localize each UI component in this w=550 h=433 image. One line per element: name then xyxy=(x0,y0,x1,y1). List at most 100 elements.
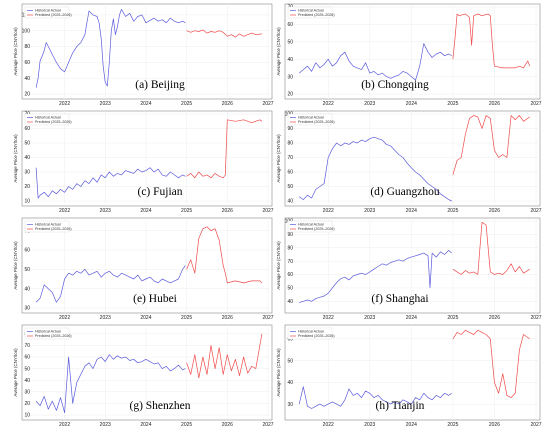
y-tick-label: 40 xyxy=(24,76,30,82)
y-tick-label: 50 xyxy=(24,267,30,273)
chart-panel: 405060708090100202220232024202520262027A… xyxy=(276,217,542,321)
x-tick-label: 2024 xyxy=(140,422,151,428)
x-tick-label: 2022 xyxy=(323,315,334,321)
x-tick-label: 2025 xyxy=(447,101,458,107)
historical-series-line xyxy=(298,136,452,202)
panel-title: (c) Fujian xyxy=(137,186,182,198)
historical-series-line xyxy=(35,167,186,199)
y-tick-label: 60 xyxy=(287,22,293,28)
x-tick-label: 2026 xyxy=(489,422,500,428)
y-tick-label: 60 xyxy=(287,170,293,176)
plot-frame xyxy=(284,217,541,314)
legend-label-predicted: Predicted (2025–2026) xyxy=(298,227,335,231)
x-tick-label: 2027 xyxy=(262,208,273,214)
chart-panel: 30 40 50 60 2022 2023 2024 2025 2026 2027 Average … xyxy=(276,324,542,428)
plot-frame xyxy=(21,217,273,314)
y-tick-label: 10 xyxy=(24,199,30,205)
chart-panel: 20406080100120202220232024202520262027Av… xyxy=(13,3,274,107)
x-tick-label: 2025 xyxy=(447,422,458,428)
y-tick-label: 40 xyxy=(287,57,293,63)
y-axis-label: Average Price (CNY/ton) xyxy=(13,348,18,397)
y-tick-label: 50 xyxy=(287,358,293,364)
x-tick-label: 2022 xyxy=(59,208,70,214)
x-tick-label: 2023 xyxy=(364,208,375,214)
predicted-series-line xyxy=(452,329,531,398)
x-tick-label: 2027 xyxy=(530,208,541,214)
legend-label-predicted: Predicted (2025–2026) xyxy=(35,13,72,17)
legend-label-predicted: Predicted (2025–2026) xyxy=(298,120,335,124)
legend-label-historical: Historical Actual xyxy=(35,9,61,13)
chart-panel: 203040506070202220232024202520262027Aver… xyxy=(276,3,542,107)
y-tick-label: 30 xyxy=(24,170,30,176)
predicted-series-line xyxy=(452,115,531,175)
x-tick-label: 2022 xyxy=(59,101,70,107)
y-axis-label: Average Price (CNY/ton) xyxy=(13,134,18,183)
y-tick-label: 20 xyxy=(24,184,30,190)
panel-title: (h) Tianjin xyxy=(376,400,425,412)
historical-series-line xyxy=(299,250,452,303)
y-tick-label: 100 xyxy=(22,28,31,34)
x-tick-label: 2027 xyxy=(530,315,541,321)
legend-label-predicted: Predicted (2025–2026) xyxy=(35,227,72,231)
plot-frame xyxy=(284,110,541,207)
x-tick-label: 2023 xyxy=(100,315,111,321)
x-tick-label: 2023 xyxy=(364,315,375,321)
y-tick-label: 30 xyxy=(287,74,293,80)
x-tick-label: 2024 xyxy=(406,422,417,428)
x-tick-label: 2022 xyxy=(323,101,334,107)
x-tick-label: 2025 xyxy=(181,315,192,321)
legend-label-predicted: Predicted (2025–2026) xyxy=(298,13,335,17)
historical-series-line xyxy=(35,265,186,303)
chart-panel: 10203040506070202220232024202520262027Av… xyxy=(13,110,274,214)
legend-box xyxy=(287,6,333,19)
panel-title: (d) Guangzhou xyxy=(370,186,440,198)
x-tick-label: 2026 xyxy=(222,315,233,321)
y-axis-label: Average Price (CNY/ton) xyxy=(13,241,18,290)
plot-frame xyxy=(21,3,273,100)
y-tick-label: 70 xyxy=(287,259,293,265)
x-tick-label: 2025 xyxy=(181,208,192,214)
y-axis-label: Average Price (CNY/ton) xyxy=(276,134,281,183)
legend-box xyxy=(24,220,70,233)
historical-series-line xyxy=(35,354,186,414)
legend-label-predicted: Predicted (2025–2026) xyxy=(298,334,335,338)
y-tick-label: 20 xyxy=(287,92,293,98)
x-tick-label: 2024 xyxy=(406,315,417,321)
x-tick-label: 2027 xyxy=(262,101,273,107)
y-axis-label: Average Price (CNY/ton) xyxy=(13,27,18,76)
x-tick-label: 2026 xyxy=(222,208,233,214)
y-tick-label: 50 xyxy=(287,40,293,46)
x-tick-label: 2026 xyxy=(489,208,500,214)
legend-box xyxy=(24,6,70,19)
y-tick-label: 30 xyxy=(287,402,293,408)
x-tick-label: 2022 xyxy=(323,208,334,214)
legend-box xyxy=(24,327,70,340)
x-tick-label: 2027 xyxy=(262,422,273,428)
x-tick-label: 2024 xyxy=(406,208,417,214)
x-tick-label: 2027 xyxy=(530,422,541,428)
panel-title: (a) Beijing xyxy=(135,79,185,91)
panel-title: (g) Shenzhen xyxy=(130,400,191,412)
y-tick-label: 80 xyxy=(287,245,293,251)
y-axis-label: Average Price (CNY/ton) xyxy=(276,27,281,76)
predicted-series-line xyxy=(186,226,263,284)
x-tick-label: 2025 xyxy=(181,101,192,107)
legend-box xyxy=(287,220,333,233)
y-tick-label: 50 xyxy=(287,184,293,190)
y-tick-label: 60 xyxy=(287,272,293,278)
legend-label-predicted: Predicted (2025–2026) xyxy=(35,334,72,338)
x-tick-label: 2022 xyxy=(59,315,70,321)
legend-box xyxy=(287,327,333,340)
plot-frame xyxy=(284,3,541,100)
historical-series-line xyxy=(35,9,186,88)
y-tick-label: 50 xyxy=(287,286,293,292)
legend-box xyxy=(24,113,70,126)
y-tick-label: 50 xyxy=(24,141,30,147)
